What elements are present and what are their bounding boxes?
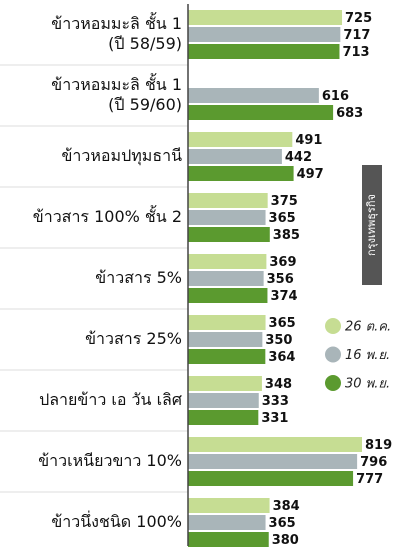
value-label: 717 (343, 28, 370, 43)
legend-marker (325, 346, 341, 363)
bar (188, 532, 269, 547)
value-label: 356 (267, 272, 294, 287)
bar (188, 27, 341, 42)
bar (188, 315, 266, 330)
category-label: ข้าวหอมมะลิ ชั้น 1 (ปี 59/60) (51, 75, 182, 114)
category-label: ปลายข้าว เอ วัน เลิศ (39, 390, 182, 409)
bar (188, 410, 259, 425)
value-label: 365 (269, 516, 296, 531)
bar (188, 10, 343, 25)
category-label: ข้าวสาร 5% (95, 268, 182, 287)
value-label: 375 (271, 194, 298, 209)
value-label: 365 (269, 211, 296, 226)
bar (188, 376, 262, 391)
bar (188, 498, 270, 513)
legend-marker (325, 375, 341, 391)
value-label: 777 (356, 472, 383, 487)
value-label: 796 (360, 455, 387, 470)
category-label: ข้าวนึ่งชนิด 100% (51, 512, 182, 531)
bar (188, 44, 340, 59)
value-label: 683 (336, 106, 363, 121)
bar (188, 149, 282, 164)
value-label: 369 (269, 255, 296, 270)
legend-marker (325, 318, 341, 334)
bar (188, 166, 294, 181)
value-label: 385 (273, 228, 300, 243)
value-label: 497 (297, 167, 324, 182)
category-label: ข้าวหอมมะลิ ชั้น 1 (ปี 58/59) (51, 14, 182, 53)
bar (188, 254, 267, 269)
category-label: ข้าวเหนียวขาว 10% (38, 451, 182, 470)
value-label: 364 (268, 350, 295, 365)
value-label: 331 (261, 411, 288, 426)
bar (188, 271, 264, 286)
value-label: 442 (285, 150, 312, 165)
bar (188, 88, 319, 103)
legend-label: 16 พ.ย. (345, 348, 390, 363)
bar (188, 132, 293, 147)
bar (188, 288, 268, 303)
bar (188, 454, 358, 469)
value-label: 365 (269, 316, 296, 331)
category-label: ข้าวสาร 25% (85, 329, 182, 348)
value-label: 725 (345, 11, 372, 26)
category-label: ข้าวหอมปทุมธานี (61, 146, 182, 165)
value-label: 616 (322, 89, 349, 104)
value-label: 713 (342, 45, 369, 60)
bar (188, 515, 266, 530)
bar (188, 105, 334, 120)
bar (188, 437, 362, 452)
value-label: 350 (265, 333, 292, 348)
category-label: ข้าวสาร 100% ชั้น 2 (32, 207, 182, 226)
value-label: 491 (295, 133, 322, 148)
legend-label: 26 ต.ค. (345, 320, 391, 335)
value-label: 374 (270, 289, 297, 304)
value-label: 384 (273, 499, 300, 514)
source-watermark: กรุงเทพธุรกิจ (362, 165, 382, 285)
bar (188, 332, 263, 347)
bar (188, 393, 259, 408)
value-label: 348 (265, 377, 292, 392)
value-label: 819 (365, 438, 392, 453)
legend-label: 30 พ.ย. (345, 377, 390, 392)
bar (188, 193, 268, 208)
bar (188, 227, 270, 242)
value-label: 333 (262, 394, 289, 409)
bar (188, 210, 266, 225)
bar (188, 471, 354, 486)
value-label: 380 (272, 533, 299, 548)
bar (188, 349, 266, 364)
